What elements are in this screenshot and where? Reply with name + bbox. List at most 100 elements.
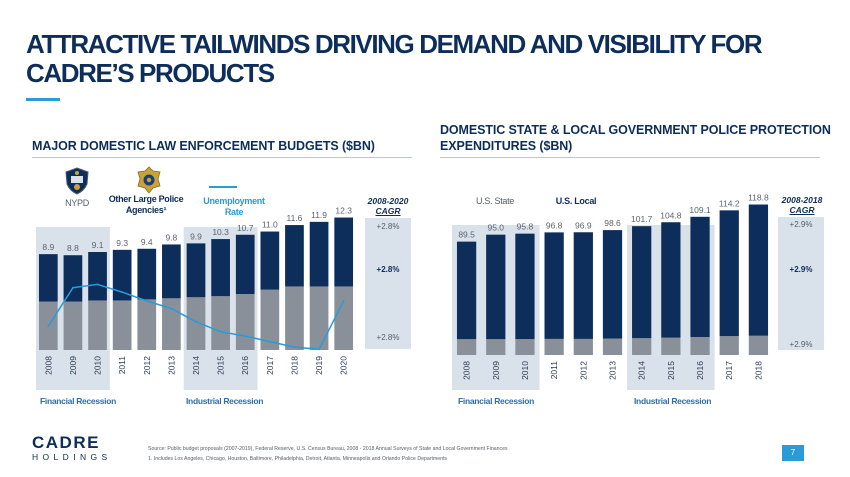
right-tick-label-2012: 2012 xyxy=(578,361,588,380)
left-tick-label-2016: 2016 xyxy=(240,356,250,375)
left-bar-top-2018 xyxy=(285,225,304,287)
right-bar-base-2010 xyxy=(515,339,535,355)
legend-other-agencies: Other Large Police Agencies¹ xyxy=(108,194,184,215)
police-badge-icon xyxy=(137,166,161,194)
left-value-label-2011: 9.3 xyxy=(116,238,128,248)
right-bar-top-2013 xyxy=(602,230,623,339)
legend-nypd: NYPD xyxy=(65,198,89,208)
right-bar-base-2014 xyxy=(632,338,652,355)
left-bar-top-2010 xyxy=(88,252,107,301)
right-cagr-label: CAGR xyxy=(789,205,815,215)
left-cagr-middle: +2.8% xyxy=(376,265,400,274)
right-value-label-2014: 101.7 xyxy=(631,214,653,224)
left-bar-base-2010 xyxy=(88,300,107,350)
right-bar-top-2016 xyxy=(690,216,710,338)
right-tick-label-2014: 2014 xyxy=(637,361,647,380)
left-cagr-heading: 2008-2020 CAGR xyxy=(364,196,412,216)
right-bar-top-2010 xyxy=(515,233,535,340)
left-bar-base-2017 xyxy=(260,289,280,350)
left-cagr-period: 2008-2020 xyxy=(367,196,409,206)
left-bar-top-2008 xyxy=(38,254,58,302)
right-value-label-2015: 104.8 xyxy=(660,210,682,220)
left-bar-base-2014 xyxy=(186,297,206,350)
cadre-logo: CADRE HOLDINGS xyxy=(32,434,112,463)
right-value-label-2012: 96.9 xyxy=(575,220,592,230)
legend-us-local: U.S. Local xyxy=(555,196,597,206)
left-tick-label-2018: 2018 xyxy=(289,356,299,375)
left-value-label-2018: 11.6 xyxy=(287,213,303,223)
left-value-label-2010: 9.1 xyxy=(92,240,104,250)
left-value-label-2014: 9.9 xyxy=(190,231,202,241)
left-value-label-2016: 10.7 xyxy=(237,223,254,233)
left-unemployment-point-2008 xyxy=(47,325,50,328)
title-accent-rule xyxy=(26,98,60,101)
logo-sub-text: HOLDINGS xyxy=(32,452,112,462)
left-value-label-2019: 11.9 xyxy=(311,210,327,220)
left-unemployment-point-2009 xyxy=(72,286,74,289)
left-tick-label-2009: 2009 xyxy=(68,356,78,375)
right-value-label-2016: 109.1 xyxy=(689,205,711,215)
right-bar-top-2009 xyxy=(486,234,506,340)
page-number: 7 xyxy=(782,445,804,461)
left-value-label-2020: 12.3 xyxy=(335,206,352,216)
left-bar-top-2013 xyxy=(162,244,181,299)
right-tick-label-2015: 2015 xyxy=(666,361,676,380)
right-bar-top-2008 xyxy=(456,241,477,340)
right-cagr-panel xyxy=(778,217,824,350)
left-bar-top-2011 xyxy=(112,249,132,301)
left-industrial-recession-label: Industrial Recession xyxy=(186,396,264,406)
right-bar-top-2011 xyxy=(544,232,564,339)
right-title-rule xyxy=(440,157,820,158)
left-chart-title: MAJOR DOMESTIC LAW ENFORCEMENT BUDGETS (… xyxy=(32,139,375,153)
left-bar-top-2019 xyxy=(309,221,329,287)
right-bar-base-2012 xyxy=(573,338,593,355)
right-tick-label-2008: 2008 xyxy=(462,361,472,380)
nypd-badge-icon xyxy=(65,167,89,195)
left-unemployment-point-2015 xyxy=(219,330,222,333)
left-value-label-2013: 9.8 xyxy=(165,232,177,242)
source-note: Source: Public budget proposals (2007-20… xyxy=(148,446,508,452)
left-unemployment-point-2013 xyxy=(170,307,173,310)
right-chart-title: DOMESTIC STATE & LOCAL GOVERNMENT POLICE… xyxy=(440,123,831,153)
right-tick-label-2018: 2018 xyxy=(753,361,763,380)
right-cagr-heading: 2008-2018 CAGR xyxy=(778,195,826,215)
legend-us-state: U.S. State xyxy=(475,196,515,206)
right-bar-base-2015 xyxy=(661,337,681,355)
left-bar-base-2009 xyxy=(63,301,83,350)
left-tick-label-2020: 2020 xyxy=(339,356,349,375)
right-bar-top-2012 xyxy=(573,232,593,339)
right-bar-top-2014 xyxy=(632,226,652,339)
left-value-label-2017: 11.0 xyxy=(262,220,278,230)
right-value-label-2008: 89.5 xyxy=(458,230,475,240)
right-value-label-2009: 95.0 xyxy=(487,223,504,233)
right-bar-base-2018 xyxy=(748,335,769,355)
right-bar-top-2018 xyxy=(748,204,769,336)
right-bar-base-2008 xyxy=(456,339,477,355)
left-tick-label-2017: 2017 xyxy=(265,356,275,375)
left-tick-label-2010: 2010 xyxy=(93,356,103,375)
left-unemployment-point-2011 xyxy=(121,291,124,293)
right-bar-base-2017 xyxy=(719,336,739,355)
left-bar-top-2014 xyxy=(186,243,206,298)
left-bar-base-2018 xyxy=(285,286,304,350)
left-bar-top-2020 xyxy=(334,217,354,287)
legend-unemployment: Unemployment Rate xyxy=(203,196,265,217)
right-value-label-2013: 98.6 xyxy=(604,218,621,228)
left-value-label-2012: 9.4 xyxy=(141,237,153,247)
left-bar-top-2012 xyxy=(137,248,157,300)
left-unemployment-point-2020 xyxy=(342,300,345,302)
left-unemployment-point-2012 xyxy=(145,300,148,302)
logo-main-text: CADRE xyxy=(32,433,100,452)
page-title: ATTRACTIVE TAILWINDS DRIVING DEMAND AND … xyxy=(26,29,763,88)
right-cagr-period: 2008-2018 xyxy=(781,195,823,205)
left-financial-recession-label: Financial Recession xyxy=(40,396,117,406)
right-financial-recession-label: Financial Recession xyxy=(458,396,535,406)
right-bar-top-2017 xyxy=(719,210,739,337)
right-tick-label-2010: 2010 xyxy=(520,361,530,380)
left-value-label-2015: 10.3 xyxy=(212,227,229,237)
footnote-1: 1. Includes Los Angeles, Chicago, Housto… xyxy=(148,456,448,462)
left-cagr-bottom: +2.8% xyxy=(376,333,400,342)
left-cagr-top: +2.8% xyxy=(376,222,400,231)
right-value-label-2018: 118.8 xyxy=(748,193,769,203)
